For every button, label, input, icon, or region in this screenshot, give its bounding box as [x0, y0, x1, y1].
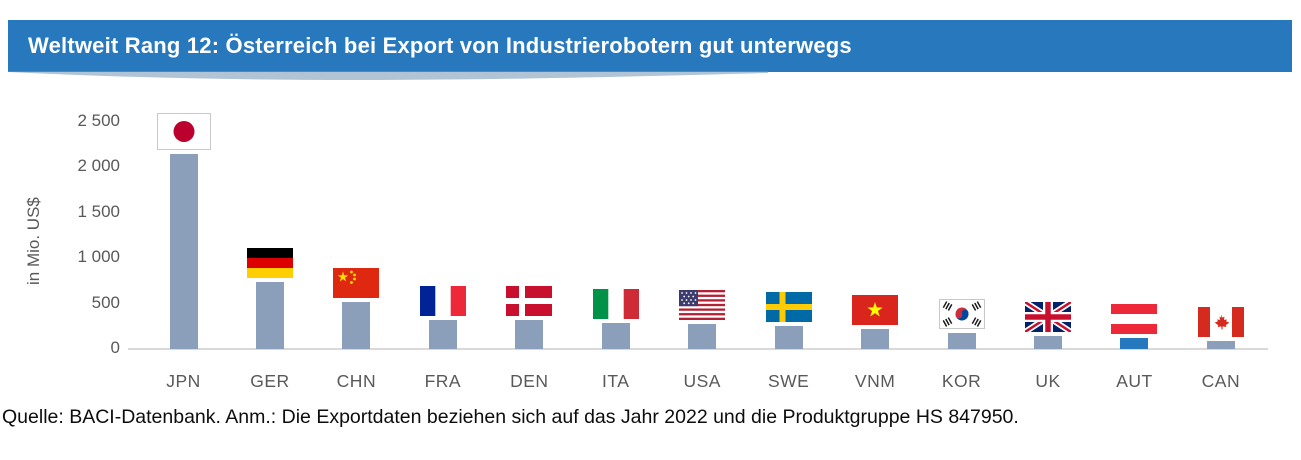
flag-aut-icon	[1111, 303, 1158, 334]
x-axis-label-den: DEN	[510, 371, 549, 391]
flag-uk-icon	[1025, 302, 1071, 333]
x-axis-label-swe: SWE	[767, 371, 810, 391]
bar-uk	[1034, 336, 1062, 349]
flag-chn-icon	[333, 267, 380, 298]
y-tick-label: 1 500	[77, 201, 120, 221]
flag-den-icon	[506, 286, 553, 317]
page-title: Weltweit Rang 12: Österreich bei Export …	[28, 33, 852, 58]
x-axis-label-kor: KOR	[941, 371, 982, 391]
flag-usa-icon	[679, 290, 726, 321]
bar-swe	[774, 325, 803, 349]
flag-ger-icon	[246, 247, 293, 278]
bar-vnm	[861, 329, 890, 349]
bar-fra	[428, 319, 457, 349]
x-axis-label-uk: UK	[1035, 371, 1061, 391]
bar-usa	[688, 324, 717, 349]
x-axis-label-can: CAN	[1201, 371, 1241, 391]
x-axis-label-vnm: VNM	[854, 371, 896, 391]
bar-jpn	[169, 153, 198, 349]
flag-kor-icon	[938, 298, 985, 329]
x-axis-line	[128, 348, 1268, 350]
flag-jpn-icon	[156, 112, 211, 150]
flag-can-icon	[1197, 306, 1244, 337]
y-tick-label: 500	[91, 292, 120, 312]
bar-can	[1206, 340, 1235, 349]
x-axis-label-fra: FRA	[424, 371, 462, 391]
title-banner: Weltweit Rang 12: Österreich bei Export …	[8, 20, 1292, 72]
flag-ita-icon	[592, 288, 639, 319]
bar-ita	[601, 322, 630, 349]
source-note: Quelle: BACI-Datenbank. Anm.: Die Export…	[2, 406, 1019, 428]
x-axis-label-jpn: JPN	[166, 371, 201, 391]
x-axis-label-aut: AUT	[1116, 371, 1153, 391]
bar-kor	[947, 332, 976, 349]
y-tick-label: 2 000	[77, 156, 120, 176]
x-axis-label-ita: ITA	[602, 371, 630, 391]
y-tick-label: 1 000	[77, 247, 120, 267]
flag-fra-icon	[419, 285, 466, 316]
bar-chn	[342, 301, 371, 349]
banner-swoosh-decoration	[8, 71, 768, 80]
flag-swe-icon	[765, 291, 812, 322]
bar-aut	[1120, 337, 1149, 349]
y-tick-label: 0	[110, 338, 120, 357]
flag-vnm-icon	[852, 295, 899, 326]
bar-ger	[255, 281, 284, 349]
bar-den	[515, 320, 544, 349]
x-axis-label-ger: GER	[250, 371, 290, 391]
x-axis-label-chn: CHN	[336, 371, 377, 391]
y-tick-label: 2 500	[77, 111, 120, 130]
x-axis-label-usa: USA	[683, 371, 721, 391]
